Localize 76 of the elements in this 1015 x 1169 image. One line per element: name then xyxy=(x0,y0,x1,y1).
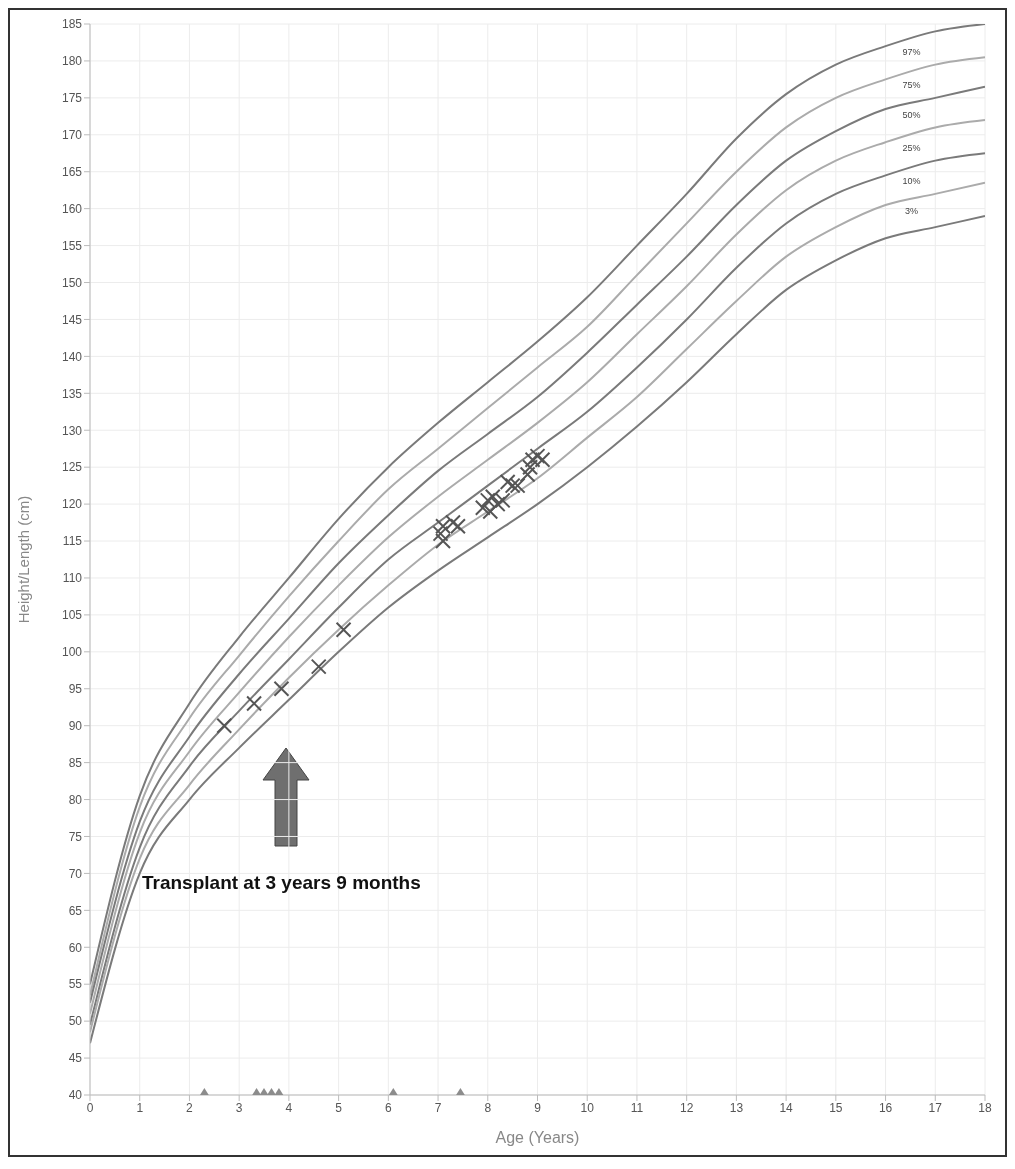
point xyxy=(484,488,501,505)
y-tick-label: 85 xyxy=(68,755,83,770)
y-tick-label: 90 xyxy=(68,718,83,733)
y-tick-label: 135 xyxy=(61,386,83,401)
point xyxy=(522,459,539,476)
point xyxy=(335,621,352,638)
x-tick-label: 8 xyxy=(484,1100,492,1115)
point xyxy=(435,533,452,550)
x-tick-label: 4 xyxy=(285,1100,293,1115)
series-label: 3% xyxy=(905,205,919,216)
point xyxy=(524,451,541,468)
point xyxy=(432,525,449,542)
point xyxy=(482,503,499,520)
y-tick-label: 160 xyxy=(61,201,83,216)
x-tick-label: 3 xyxy=(235,1100,243,1115)
point xyxy=(499,473,516,490)
y-tick-label: 95 xyxy=(68,682,83,697)
y-tick-label: 100 xyxy=(61,645,83,660)
point xyxy=(509,477,526,494)
x-tick-label: 10 xyxy=(580,1100,595,1115)
x-tick-label: 9 xyxy=(534,1100,542,1115)
x-tick-label: 17 xyxy=(928,1100,943,1115)
x-tick-label: 11 xyxy=(630,1100,644,1115)
x-tick-label: 7 xyxy=(434,1100,442,1115)
y-tick-label: 145 xyxy=(61,312,83,327)
series-label: 25% xyxy=(902,143,921,154)
y-tick-label: 165 xyxy=(61,164,83,179)
x-tick-label: 14 xyxy=(779,1100,794,1115)
y-tick-label: 80 xyxy=(68,792,83,807)
x-tick-label: 0 xyxy=(86,1100,94,1115)
y-tick-label: 125 xyxy=(61,460,83,475)
y-tick-label: 180 xyxy=(61,54,83,69)
y-tick-label: 140 xyxy=(61,349,83,364)
y-tick-label: 55 xyxy=(68,977,83,992)
y-tick-label: 45 xyxy=(68,1051,83,1066)
y-tick-label: 150 xyxy=(61,275,83,290)
point xyxy=(529,448,546,465)
y-tick-label: 65 xyxy=(68,903,83,918)
y-tick-label: 75 xyxy=(68,829,83,844)
x-tick-label: 6 xyxy=(384,1100,392,1115)
x-tick-label: 5 xyxy=(335,1100,343,1115)
y-tick-label: 50 xyxy=(68,1014,83,1029)
point xyxy=(444,514,461,531)
series-label: 97% xyxy=(902,47,921,58)
x-tick-label: 1 xyxy=(136,1100,144,1115)
y-tick-label: 60 xyxy=(68,940,83,955)
y-tick-label: 115 xyxy=(62,534,83,549)
y-tick-label: 120 xyxy=(61,497,83,512)
x-tick-label: 15 xyxy=(829,1100,843,1115)
point xyxy=(534,451,551,468)
x-axis-title: Age (Years) xyxy=(495,1129,580,1146)
y-tick-label: 105 xyxy=(61,608,83,623)
point xyxy=(246,695,263,712)
y-tick-label: 155 xyxy=(61,238,83,253)
y-tick-label: 130 xyxy=(61,423,83,438)
y-tick-label: 110 xyxy=(62,571,83,586)
x-tick-label: 13 xyxy=(729,1100,744,1115)
annotation: Transplant at 3 years 9 months xyxy=(142,872,421,894)
series-label: 10% xyxy=(902,176,921,187)
y-tick-label: 70 xyxy=(68,866,83,881)
point xyxy=(519,466,536,483)
x-tick-label: 18 xyxy=(978,1100,992,1115)
series-label: 50% xyxy=(902,109,921,120)
x-tick-label: 12 xyxy=(679,1100,694,1115)
point xyxy=(273,680,290,697)
y-tick-label: 40 xyxy=(68,1088,83,1103)
y-axis-title: Height/Length (cm) xyxy=(15,495,33,624)
y-tick-label: 185 xyxy=(61,17,83,32)
y-tick-label: 175 xyxy=(61,91,83,106)
x-tick-label: 16 xyxy=(878,1100,893,1115)
point xyxy=(216,717,233,734)
point xyxy=(310,658,327,675)
y-tick-label: 170 xyxy=(61,128,83,143)
point xyxy=(504,477,521,494)
x-tick-label: 2 xyxy=(186,1100,194,1115)
series-label: 75% xyxy=(902,80,921,91)
